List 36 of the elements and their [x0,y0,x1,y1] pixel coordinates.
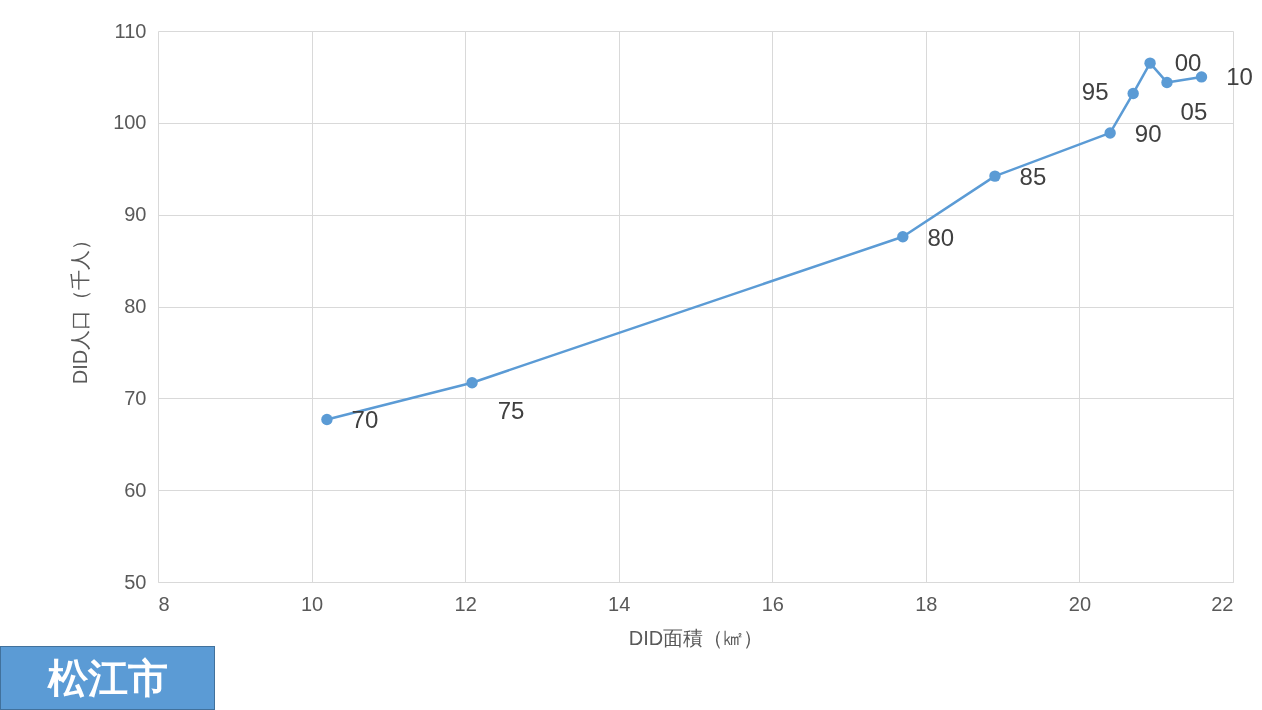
annotation: 05 [1180,98,1208,126]
annotation: 85 [1019,163,1047,191]
annotation: 75 [497,396,525,424]
point [897,231,909,243]
y-tick-label: 80 [124,295,147,317]
x-tick-label: 16 [761,592,784,615]
annotation: 70 [351,406,379,434]
y-tick-label: 100 [113,111,147,134]
y-tick-label: 50 [124,570,147,593]
y-tick-label: 90 [124,203,147,226]
text: 松江市 [0,646,215,710]
point [321,413,333,426]
annotation: 90 [1134,119,1162,147]
point [1195,71,1208,83]
x-tick-label: 20 [1068,592,1092,615]
annotation: 10 [1226,62,1253,90]
x-tick-label: 8 [158,592,170,615]
x-tick-label: 10 [300,592,324,615]
x-tick-label: 14 [608,592,631,615]
point [1161,76,1173,89]
y-axis-title: DID人口（千人） [69,229,92,385]
point [989,170,1001,182]
annotation: 80 [927,223,955,251]
y-tick-label: 70 [124,386,147,409]
y-tick-label: 60 [124,478,147,501]
x-axis-title: DID面積（㎢） [628,626,764,649]
x-tick-label: 22 [1211,592,1234,615]
point [1144,57,1156,69]
point [1104,127,1116,139]
point [1127,87,1139,100]
annotation: 95 [1081,78,1109,106]
annotation: 00 [1174,49,1202,77]
y-tick-label: 110 [114,19,147,42]
point [466,377,478,389]
x-tick-label: 12 [454,592,477,615]
x-tick-label: 18 [915,592,938,615]
